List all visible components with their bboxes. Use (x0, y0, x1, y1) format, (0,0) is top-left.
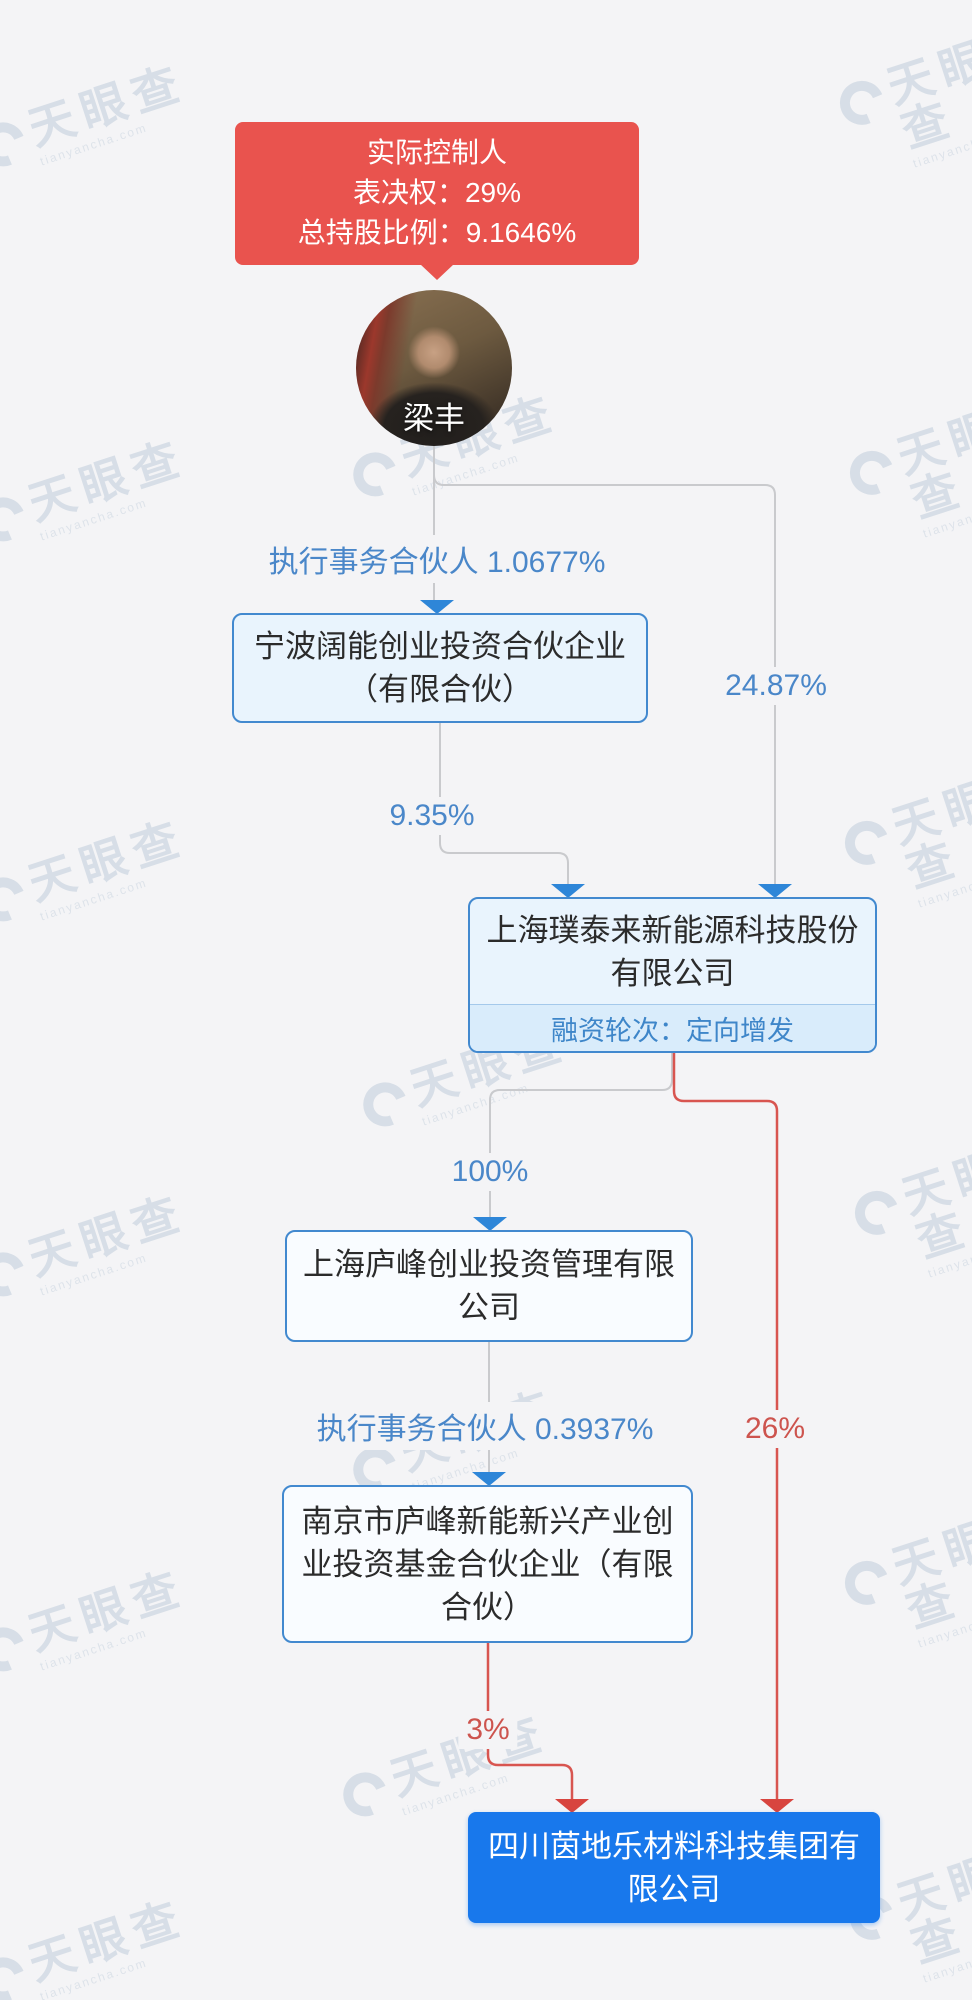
pointer-triangle (420, 264, 454, 280)
company-name-line: 业投资基金合伙企业（有限 (301, 1546, 674, 1582)
arrow-down-icon (760, 1799, 794, 1813)
arrow-down-icon (420, 600, 454, 614)
company-name-line: 合伙） (441, 1589, 534, 1625)
controller-title: 实际控制人 (366, 137, 507, 168)
actual-controller-card: 实际控制人 表决权：29% 总持股比例：9.1646% (235, 122, 639, 280)
company-name-line: 宁波阔能创业投资合伙企业 (254, 629, 626, 664)
edge-label-3: 3% (458, 1711, 518, 1749)
company-name-line: 上海庐峰创业投资管理有限 (303, 1247, 675, 1282)
edge-putailai-to-lufeng (489, 1053, 673, 1217)
edge-nanjing-to-target (486, 1643, 574, 1799)
company-node-ningbo[interactable]: 宁波阔能创业投资合伙企业 （有限合伙） (232, 613, 648, 723)
company-name-line: 四川茵地乐材料科技集团有 (488, 1828, 860, 1864)
arrow-down-icon (551, 884, 585, 898)
person-avatar[interactable]: 梁丰 (356, 290, 512, 446)
company-name-line: 南京市庐峰新能新兴产业创 (301, 1503, 674, 1539)
company-node-lufeng[interactable]: 上海庐峰创业投资管理有限 公司 (285, 1230, 693, 1342)
edge-label-24-87: 24.87% (717, 667, 835, 705)
arrow-down-icon (758, 884, 792, 898)
company-name-line: 公司 (458, 1290, 520, 1325)
edge-person-to-putailai (433, 474, 776, 884)
company-name-line: 上海璞泰来新能源科技股份 (486, 912, 859, 948)
arrow-down-icon (555, 1799, 589, 1813)
financing-round-badge: 融资轮次：定向增发 (470, 1004, 875, 1051)
edge-ningbo-to-putailai (439, 723, 569, 884)
company-name-line: 有限公司 (610, 955, 735, 991)
person-name: 梁丰 (403, 400, 465, 436)
arrow-down-icon (472, 1472, 506, 1486)
arrow-down-icon (473, 1217, 507, 1231)
edge-label-exec-partner-2: 执行事务合伙人 0.3937% (308, 1402, 662, 1450)
controller-total-share: 总持股比例：9.1646% (297, 217, 577, 248)
company-node-target[interactable]: 四川茵地乐材料科技集团有 限公司 (468, 1812, 880, 1923)
edge-label-26: 26% (736, 1410, 814, 1448)
company-node-putailai[interactable]: 上海璞泰来新能源科技股份 有限公司 融资轮次：定向增发 (468, 897, 877, 1053)
edge-label-9-35: 9.35% (381, 797, 483, 835)
edge-label-100: 100% (443, 1153, 537, 1191)
edge-label-exec-partner-1: 执行事务合伙人 1.0677% (260, 535, 614, 583)
edge-putailai-to-target (672, 1053, 779, 1799)
company-name-line: 限公司 (627, 1871, 721, 1907)
company-name-line: （有限合伙） (347, 672, 533, 707)
controller-voting-rights: 表决权：29% (352, 177, 522, 208)
company-node-nanjing[interactable]: 南京市庐峰新能新兴产业创 业投资基金合伙企业（有限 合伙） (282, 1485, 693, 1643)
